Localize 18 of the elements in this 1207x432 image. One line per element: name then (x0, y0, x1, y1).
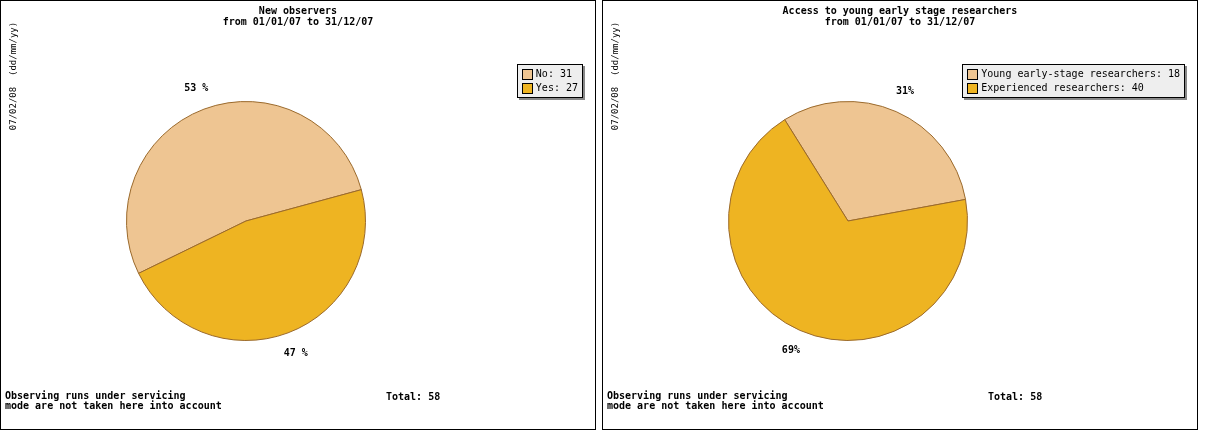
data-label: 47 % (283, 347, 308, 359)
chart-title: New observers (257, 5, 339, 16)
data-label: 31% (896, 85, 915, 97)
legend-label: Young early-stage researchers: 18 (981, 67, 1180, 81)
data-label: 69% (781, 344, 800, 356)
text: Observing runs under servicing mode are not taken here into account (607, 390, 824, 411)
text: Total: 58 (988, 391, 1043, 402)
chart-title: Access to young early stage researchers (781, 5, 1019, 16)
data-label: 53 % (184, 82, 209, 94)
text: 07/02/08 (dd/mm/yy) (8, 21, 19, 131)
legend-label: Experienced researchers: 40 (981, 81, 1144, 95)
text: Observing runs under servicing mode are not taken here into account (5, 390, 222, 411)
legend-label: Yes: 27 (535, 81, 578, 95)
text: 07/02/08 (dd/mm/yy) (610, 21, 621, 131)
legend-label: No: 31 (535, 67, 572, 81)
text: Total: 58 (386, 391, 441, 402)
chart-subtitle: from 01/01/07 to 31/12/07 (222, 16, 374, 27)
chart-subtitle: from 01/01/07 to 31/12/07 (824, 16, 976, 27)
